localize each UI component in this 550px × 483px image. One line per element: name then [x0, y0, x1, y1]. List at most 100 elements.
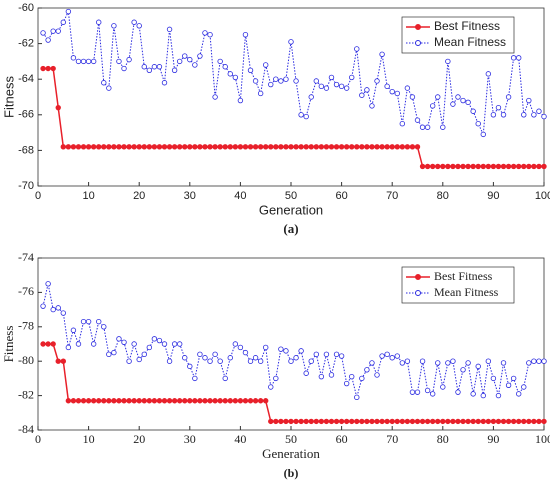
point [40, 30, 46, 36]
point [435, 163, 441, 170]
point [106, 351, 112, 358]
x-tick-label: 70 [386, 190, 398, 202]
point [101, 324, 107, 330]
point [278, 346, 284, 352]
point [176, 144, 183, 150]
point [40, 303, 46, 309]
point [455, 163, 461, 170]
point [505, 382, 512, 388]
point [485, 358, 492, 364]
point [288, 144, 294, 150]
legend-marker [415, 40, 421, 46]
point [293, 144, 299, 150]
point [55, 28, 61, 34]
point [65, 144, 72, 150]
point [263, 398, 269, 404]
point [328, 372, 335, 378]
point [298, 418, 304, 425]
point [328, 144, 335, 150]
point [222, 64, 228, 70]
point [536, 163, 542, 170]
point [187, 144, 193, 150]
x-tick-label: 10 [83, 432, 95, 446]
point [80, 58, 87, 65]
point [268, 144, 274, 150]
point [369, 418, 375, 425]
point [106, 398, 112, 404]
point [516, 391, 522, 397]
legend-label: Mean Fitness [434, 285, 499, 299]
point [252, 355, 259, 361]
point [252, 398, 259, 404]
point [116, 398, 122, 404]
point [288, 358, 294, 364]
legend-label: Best Fitness [434, 19, 500, 33]
legend-box [401, 16, 515, 54]
point [126, 358, 132, 364]
point [475, 120, 481, 127]
point [440, 124, 446, 130]
point [303, 144, 309, 150]
point [232, 398, 239, 404]
point [349, 373, 355, 380]
point [521, 112, 527, 118]
point [90, 58, 97, 65]
point [116, 58, 122, 65]
point [126, 144, 132, 150]
point [526, 418, 532, 425]
point [374, 372, 380, 378]
point [445, 360, 451, 366]
x-tick-label: 60 [336, 432, 348, 446]
point [510, 55, 517, 61]
point [131, 341, 137, 347]
point [40, 65, 46, 72]
point [136, 356, 142, 363]
point [227, 144, 233, 150]
point [106, 144, 112, 150]
point [242, 32, 249, 38]
point [475, 363, 481, 370]
point [354, 418, 360, 425]
point [349, 418, 355, 425]
x-axis-label: Generation [259, 202, 323, 217]
point [171, 341, 178, 347]
point [313, 78, 319, 84]
point [333, 144, 340, 150]
point [313, 418, 319, 425]
point [354, 46, 360, 52]
point [424, 387, 431, 394]
point [141, 144, 147, 150]
point [364, 367, 370, 373]
y-tick-label: -68 [18, 144, 34, 156]
point [192, 398, 198, 404]
point [50, 341, 56, 347]
legend-marker [415, 274, 421, 280]
point [50, 65, 56, 72]
point [293, 418, 299, 425]
point [288, 39, 294, 45]
point [526, 97, 532, 104]
point [222, 398, 228, 404]
point [485, 418, 492, 425]
point [187, 363, 193, 370]
point [237, 398, 244, 404]
point [202, 30, 208, 36]
point [318, 373, 325, 380]
point [45, 281, 51, 287]
point [101, 398, 107, 404]
point [90, 398, 97, 404]
point [521, 163, 527, 170]
point [40, 341, 46, 347]
point [237, 344, 244, 351]
y-tick-label: -84 [18, 422, 34, 436]
point [313, 351, 319, 358]
point [490, 112, 497, 118]
point [111, 144, 117, 150]
point [419, 418, 426, 425]
point [237, 97, 244, 104]
x-tick-label: 0 [35, 190, 41, 202]
point [207, 398, 213, 404]
point [166, 358, 173, 364]
point [70, 398, 77, 404]
point [55, 104, 61, 111]
